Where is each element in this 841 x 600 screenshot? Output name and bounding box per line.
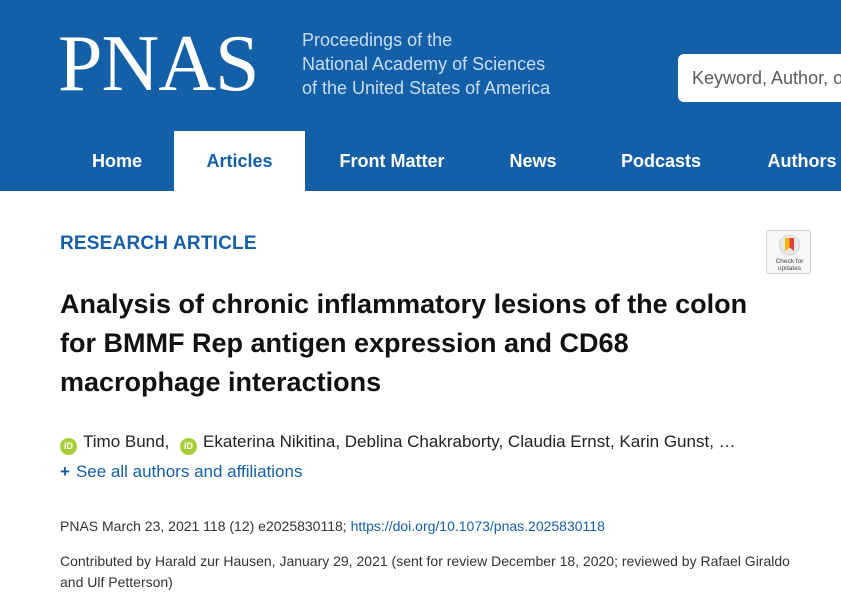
- author-names-rest[interactable]: Deblina Chakraborty, Claudia Ernst, Kari…: [344, 432, 736, 451]
- site-header: PNAS Proceedings of the National Academy…: [0, 0, 841, 191]
- nav-articles[interactable]: Articles: [174, 131, 305, 191]
- author-list: iD Timo Bund, iD Ekaterina Nikitina, Debli…: [60, 430, 736, 455]
- see-all-label: See all authors and affiliations: [75, 462, 303, 481]
- tagline-line-3: of the United States of America: [302, 78, 551, 98]
- orcid-icon[interactable]: iD: [60, 438, 77, 455]
- tagline-line-2: National Academy of Sciences: [302, 54, 546, 74]
- contributed-by: Contributed by Harald zur Hausen, Januar…: [60, 553, 790, 590]
- check-for-updates-badge[interactable]: Check for updates: [766, 230, 811, 274]
- nav-home[interactable]: Home: [91, 151, 142, 171]
- citation-text: PNAS March 23, 2021 118 (12) e2025830118…: [60, 518, 347, 534]
- nav-front-matter[interactable]: Front Matter: [339, 151, 445, 171]
- article-type: RESEARCH ARTICLE: [60, 233, 257, 254]
- nav-podcasts[interactable]: Podcasts: [620, 151, 702, 171]
- pnas-logo[interactable]: PNAS: [58, 20, 260, 108]
- nav-news[interactable]: News: [509, 151, 557, 171]
- search-input[interactable]: [678, 54, 841, 102]
- journal-tagline: Proceedings of the National Academy of S…: [302, 28, 550, 100]
- orcid-icon[interactable]: iD: [180, 438, 198, 455]
- plus-icon: +: [60, 462, 70, 481]
- nav-authors[interactable]: Authors: [767, 151, 837, 171]
- badge-label: Check for updates: [775, 258, 804, 272]
- main-nav: Home Articles Front Matter News Podcasts…: [0, 131, 841, 191]
- see-all-authors-link[interactable]: + See all authors and affiliations: [60, 460, 302, 484]
- citation-line: PNAS March 23, 2021 118 (12) e2025830118…: [60, 516, 605, 536]
- tagline-line-1: Proceedings of the: [302, 30, 453, 50]
- crossmark-icon: [779, 234, 800, 256]
- author-name[interactable]: Ekaterina Nikitina,: [203, 432, 341, 451]
- doi-link[interactable]: https://doi.org/10.1073/pnas.2025830118: [350, 518, 605, 534]
- article-title: Analysis of chronic inflammatory lesions…: [60, 289, 748, 397]
- author-name[interactable]: Timo Bund,: [83, 432, 170, 451]
